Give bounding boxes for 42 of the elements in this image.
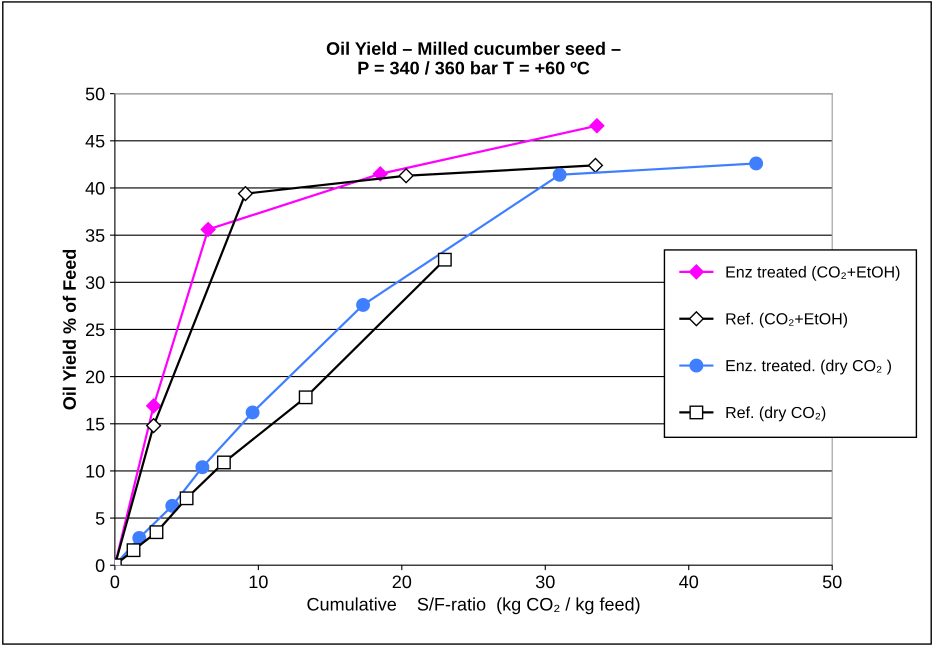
y-tick-label: 0 <box>96 559 104 572</box>
point <box>180 491 194 506</box>
y-tick-label: 15 <box>86 418 104 430</box>
x-tick-label: 10 <box>250 575 268 588</box>
y-tick-label: 40 <box>85 182 104 195</box>
point <box>438 252 452 267</box>
legend-label: Enz treated (CO₂+EtOH) <box>726 266 900 281</box>
x-axis-title: Cumulative S/F-ratio (kg CO₂ / kg feed) <box>307 597 640 614</box>
point <box>246 406 260 420</box>
y-tick-label: 5 <box>96 512 104 525</box>
x-tick-label: 30 <box>536 575 555 588</box>
point <box>195 460 210 474</box>
x-tick-label: 40 <box>679 575 698 588</box>
point <box>552 168 567 182</box>
point <box>398 168 414 184</box>
point <box>749 156 764 170</box>
point <box>216 456 231 470</box>
y-tick-label: 50 <box>86 88 104 100</box>
point <box>588 158 604 173</box>
point <box>298 390 313 404</box>
legend-label: Enz. treated. (dry CO₂ ) <box>726 360 891 374</box>
point <box>238 186 254 202</box>
y-tick-label: 45 <box>85 134 104 148</box>
point <box>126 543 140 558</box>
y-axis-title: Oil Yield % of Feed <box>62 250 76 410</box>
y-tick-label: 25 <box>86 323 104 336</box>
point <box>200 222 216 238</box>
x-tick-label: 20 <box>392 575 412 588</box>
point <box>589 118 604 134</box>
chart-title: Oil Yield – Milled cucumber seed – P = 340 / 360 bar T = +60 ºC <box>326 42 621 75</box>
point <box>150 525 164 540</box>
point <box>146 398 162 414</box>
point <box>356 298 370 312</box>
x-tick-label: 50 <box>822 575 842 588</box>
x-tick-label: 0 <box>110 575 120 588</box>
legend-label: Ref. (dry CO₂) <box>726 406 826 422</box>
legend-label: Ref. (CO₂+EtOH) <box>726 312 848 328</box>
y-tick-label: 30 <box>86 276 104 290</box>
y-tick-label: 20 <box>86 370 104 384</box>
y-tick-label: 35 <box>86 229 104 242</box>
y-tick-label: 10 <box>86 464 104 478</box>
point <box>146 418 162 434</box>
